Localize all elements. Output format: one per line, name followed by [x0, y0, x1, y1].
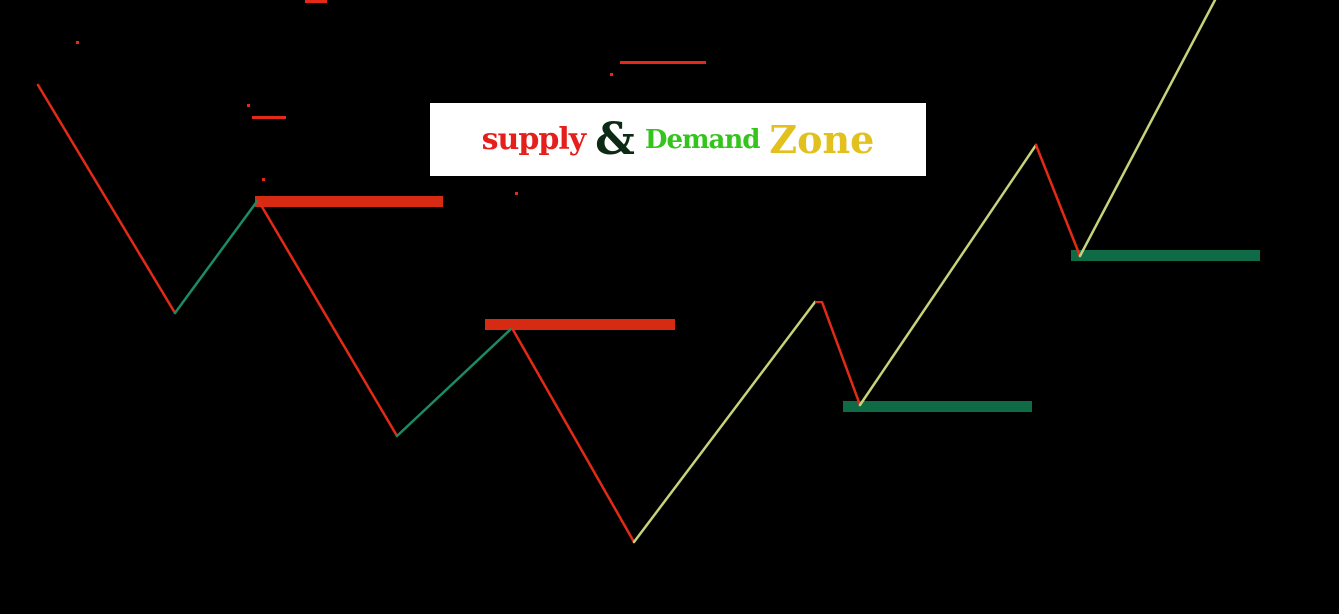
up-leg-3: [395, 326, 514, 438]
down-leg-2: [256, 198, 399, 438]
supply-zone-0: [255, 196, 443, 207]
title-word-demand: Demand: [644, 124, 761, 155]
zone-layer: [255, 196, 1260, 412]
price-path: [36, 0, 1217, 544]
down-leg-8: [1034, 143, 1082, 258]
title-banner: supply & Demand Zone: [430, 103, 926, 176]
red-speckle-1: [76, 41, 79, 44]
down-leg-6: [820, 300, 862, 407]
title-word-zone: Zone: [769, 116, 875, 162]
red-speckle-2: [620, 61, 706, 64]
speckle-layer: [76, 0, 706, 195]
title-word-supply: supply: [481, 121, 586, 157]
up-leg-7: [858, 143, 1038, 407]
demand-zone-2: [843, 401, 1032, 412]
demand-zone-3: [1071, 250, 1260, 261]
up-leg-1: [173, 198, 260, 315]
supply-zone-1: [485, 319, 675, 330]
down-leg-0: [36, 83, 177, 315]
red-speckle-0: [305, 0, 327, 3]
up-leg-9: [1078, 0, 1217, 258]
red-speckle-3: [610, 73, 613, 76]
down-leg-4: [510, 326, 636, 544]
red-speckle-4: [247, 104, 250, 107]
red-speckle-7: [515, 192, 518, 195]
up-leg-5: [632, 300, 817, 544]
title-ampersand: &: [595, 113, 635, 165]
red-speckle-5: [252, 116, 286, 119]
red-speckle-6: [262, 178, 265, 181]
